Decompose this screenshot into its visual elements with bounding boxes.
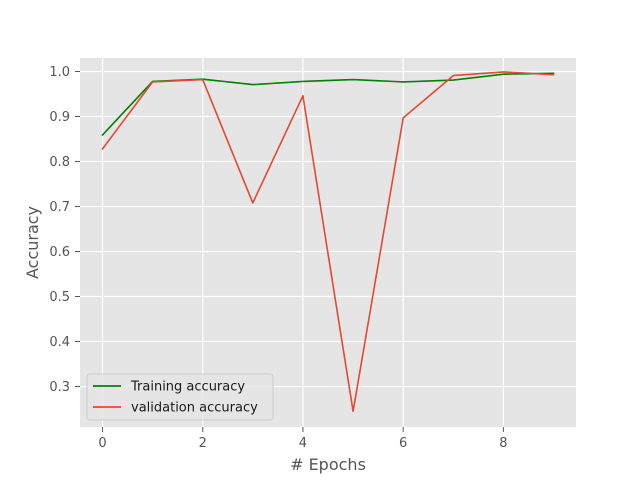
series-line-validation [101, 71, 555, 413]
y-tick-label: 1.0 [49, 65, 70, 80]
x-tick-label: 2 [199, 436, 207, 451]
y-tick-label: 0.8 [49, 155, 70, 170]
legend-box [86, 373, 274, 421]
series-lines [101, 71, 555, 413]
legend: Training accuracy validation accuracy [86, 373, 274, 421]
x-tick-label: 8 [499, 436, 507, 451]
y-tick-label: 0.4 [49, 335, 70, 350]
legend-label-validation: validation accuracy [131, 401, 258, 416]
y-tick-label: 0.6 [49, 245, 70, 260]
y-tick-label: 0.3 [49, 380, 70, 395]
x-tick-label: 0 [98, 436, 106, 451]
plot-area [80, 58, 576, 427]
axis-ticks: 0 2 4 6 8 0.3 0.4 0.5 0.6 0.7 0.8 0.9 1.0 [49, 65, 507, 451]
x-tick-label: 6 [399, 436, 407, 451]
y-tick-label: 0.7 [49, 200, 70, 215]
legend-label-training: Training accuracy [130, 380, 245, 395]
y-tick-label: 0.5 [49, 290, 70, 305]
x-axis-label: # Epochs [290, 455, 366, 474]
y-axis-label: Accuracy [23, 206, 42, 279]
x-tick-label: 4 [299, 436, 307, 451]
y-tick-label: 0.9 [49, 110, 70, 125]
